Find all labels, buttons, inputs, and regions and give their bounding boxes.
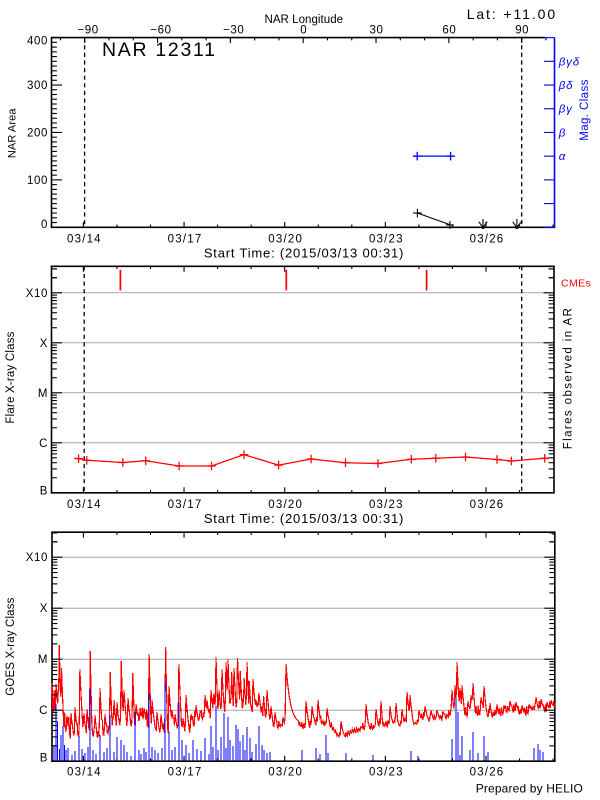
svg-text:0: 0 [300,25,307,37]
svg-text:03/17: 03/17 [168,499,203,511]
svg-text:Start Time: (2015/03/13 00:31): Start Time: (2015/03/13 00:31) [204,246,404,261]
svg-text:β: β [558,127,566,139]
svg-text:03/20: 03/20 [268,233,303,245]
svg-text:100: 100 [27,175,48,187]
svg-text:X: X [40,603,48,615]
svg-text:GOES X-ray Class: GOES X-ray Class [5,597,17,695]
svg-text:βδ: βδ [558,80,574,92]
svg-text:03/26: 03/26 [470,233,505,245]
svg-text:03/17: 03/17 [168,766,203,778]
svg-text:200: 200 [27,127,48,139]
svg-text:Mag. Class: Mag. Class [579,79,591,141]
svg-text:03/23: 03/23 [369,766,404,778]
svg-text:Lat: +11.00: Lat: +11.00 [467,6,557,22]
svg-text:M: M [38,388,48,400]
svg-text:0: 0 [41,219,48,231]
svg-text:α: α [559,151,566,163]
svg-text:03/17: 03/17 [168,233,203,245]
svg-text:300: 300 [27,80,48,92]
svg-text:Start Time: (2015/03/13 00:31): Start Time: (2015/03/13 00:31) [204,511,404,526]
svg-text:B: B [40,485,48,497]
svg-text:03/14: 03/14 [67,499,102,511]
svg-text:03/23: 03/23 [369,499,404,511]
svg-text:NAR 12311: NAR 12311 [102,39,217,61]
svg-text:−90: −90 [77,25,98,37]
svg-text:03/14: 03/14 [67,766,102,778]
svg-text:30: 30 [370,25,384,37]
svg-text:X: X [40,338,48,350]
svg-text:CMEs: CMEs [561,278,591,290]
svg-text:−30: −30 [223,25,244,37]
svg-text:Flares observed in AR: Flares observed in AR [563,307,575,450]
svg-text:Flare X-ray Class: Flare X-ray Class [5,331,17,423]
svg-text:400: 400 [27,36,48,48]
svg-text:Prepared by HELIO: Prepared by HELIO [476,781,583,795]
svg-text:X10: X10 [26,552,48,564]
svg-text:90: 90 [515,25,529,37]
svg-text:X10: X10 [26,288,48,300]
svg-text:03/20: 03/20 [268,766,303,778]
svg-text:C: C [39,438,48,450]
svg-text:03/26: 03/26 [470,499,505,511]
svg-text:NAR Area: NAR Area [7,108,19,158]
svg-text:B: B [40,753,48,765]
svg-text:M: M [38,654,48,666]
svg-text:NAR Longitude: NAR Longitude [264,14,343,26]
svg-text:C: C [39,705,48,717]
svg-text:03/14: 03/14 [67,233,102,245]
svg-text:βγ: βγ [558,104,573,116]
svg-text:βγδ: βγδ [558,56,580,68]
svg-text:03/20: 03/20 [268,499,303,511]
svg-text:03/26: 03/26 [470,766,505,778]
svg-text:−60: −60 [150,25,171,37]
svg-text:03/23: 03/23 [369,233,404,245]
svg-text:60: 60 [442,25,456,37]
